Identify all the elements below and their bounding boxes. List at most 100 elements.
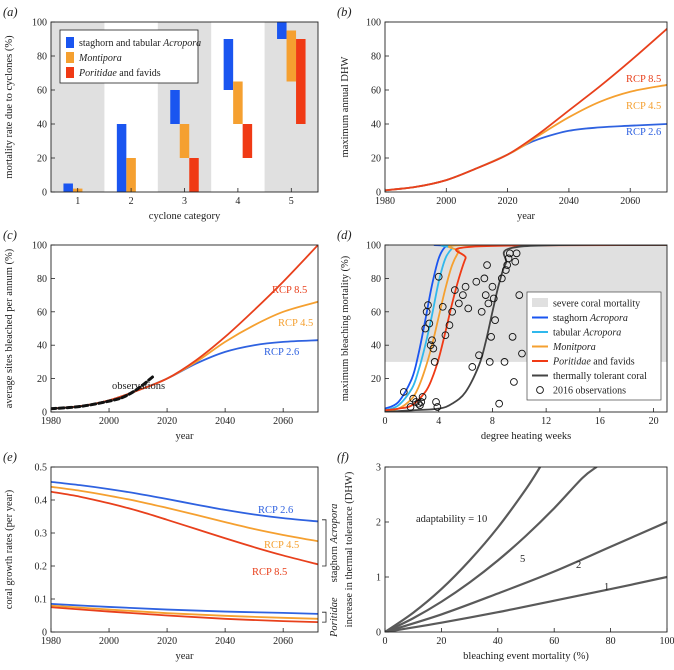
legend-label: Montipora: [78, 53, 122, 64]
x-tick-label: 12: [541, 416, 551, 427]
bar-1-5: [277, 22, 287, 39]
x-tick-label: 20: [649, 416, 659, 427]
series-label-1: adaptability = 10: [416, 514, 487, 525]
x-tick-label: 2000: [99, 636, 119, 647]
observation-point: [450, 286, 459, 294]
x-tick-label: 2040: [215, 636, 235, 647]
legend-label: tabular Acropora: [553, 328, 621, 339]
group-label-part: staghorn: [329, 543, 340, 582]
y-tick-label: 0.5: [35, 463, 48, 474]
series-label-4: 1: [604, 582, 609, 593]
observation-point: [483, 261, 491, 269]
plot-frame-c: [50, 244, 319, 413]
observation-point: [504, 254, 513, 263]
observation-point: [406, 403, 415, 411]
legend-label-part: tabular: [553, 328, 583, 339]
observation-point: [416, 401, 424, 410]
group-label: Poritidae: [329, 597, 340, 638]
series-line-1: [385, 467, 542, 632]
y-tick-label: 80: [371, 274, 381, 285]
series-line-1: [385, 245, 667, 410]
x-axis-label: bleaching event mortality (%): [463, 651, 589, 662]
series-line-4: [385, 575, 667, 632]
bar-1-1: [63, 183, 73, 192]
series-label-2: RCP 4.5: [278, 318, 313, 329]
y-tick-label: 40: [37, 341, 47, 352]
observation-point: [495, 399, 503, 408]
legend-swatch: [66, 37, 74, 48]
legend-label-part: and favids: [591, 357, 635, 368]
plot-frame-b: [384, 21, 668, 193]
panel-b: 1980 2000 2020 2040 2060020406080100(b)yearm…: [337, 5, 668, 222]
observation-point: [497, 274, 506, 283]
legend-label: severe coral mortality: [553, 299, 640, 310]
x-tick-label: 2040: [215, 416, 235, 427]
legend-label: Poritidae and favids: [78, 68, 161, 79]
panel-e: 1980 2000 2020 2040 2060 0 0.1 0.2 0.3 0.4 0.5 (e) y…: [3, 450, 340, 662]
y-tick-label: 60: [371, 307, 381, 318]
panel-label: (c): [3, 228, 17, 242]
observation-point: [432, 398, 440, 406]
legend-swatch-marker: [536, 386, 544, 394]
y-tick-label: 0: [376, 188, 381, 199]
observation-point: [515, 291, 524, 299]
x-tick-label: 1980: [41, 636, 61, 647]
observation-point: [399, 388, 408, 396]
y-tick-label: 0.2: [35, 562, 48, 573]
y-axis-label: coral growth rates (per year): [4, 489, 15, 609]
panel-c: 1980 2000 2020 2040 2060020406080100(c)yeara…: [3, 228, 319, 442]
x-axis-label: cyclone category: [149, 211, 221, 222]
y-tick-label: 80: [371, 52, 381, 63]
x-tick-label: 1980: [41, 416, 61, 427]
observation-point: [428, 336, 436, 345]
series-label-3: 2: [576, 560, 581, 571]
y-tick-label: 100: [366, 18, 381, 29]
series-line-3: [385, 520, 667, 632]
y-tick-label: 80: [37, 52, 47, 63]
y-tick-label: 100: [32, 241, 47, 252]
x-tick-label: 2020: [157, 636, 177, 647]
observation-point: [430, 358, 439, 366]
observation-point: [472, 277, 481, 286]
legend-label-part: staghorn: [553, 313, 590, 324]
y-tick-label: 2: [376, 518, 381, 529]
series-line-5: [51, 604, 318, 620]
panel-label: (b): [337, 5, 352, 19]
x-tick-label: 0: [383, 636, 388, 647]
x-tick-label: 40: [493, 636, 503, 647]
x-tick-label: 20: [436, 636, 446, 647]
group-label-part: Poritidae: [329, 597, 340, 638]
legend-label: staghorn Acropora: [553, 313, 628, 324]
legend-label: Poritidae and favids: [552, 357, 635, 368]
legend-swatch: [66, 67, 74, 78]
group-bracket: [322, 519, 327, 567]
observation-point: [511, 257, 520, 266]
legend-swatch-shade: [532, 298, 548, 307]
series-label-1: RCP 2.6: [264, 347, 299, 358]
series-lines-d: [385, 245, 667, 412]
bar-2-4: [233, 81, 243, 124]
observation-point: [481, 291, 490, 299]
y-tick-label: 20: [37, 154, 47, 165]
x-axis-label: year: [175, 651, 194, 662]
x-tick-label: 80: [606, 636, 616, 647]
y-tick-label: 20: [371, 374, 381, 385]
y-tick-label: 0.1: [35, 595, 48, 606]
legend-a: staghorn and tabular Acropora Montipora Po…: [59, 29, 201, 84]
y-tick-label: 0.3: [35, 529, 48, 540]
series-line-2: [385, 467, 598, 632]
observation-point: [510, 378, 518, 386]
observation-point: [417, 398, 426, 406]
observation-point: [485, 358, 494, 366]
bar-3-3: [189, 158, 199, 192]
observation-point: [508, 333, 517, 341]
series-line-1: [385, 123, 667, 192]
bar-3-4: [242, 124, 253, 158]
x-tick-label: 5: [289, 196, 294, 207]
legend-label-part: and favids: [117, 68, 161, 79]
series-label-3: RCP 8.5: [252, 567, 287, 578]
legend-label-part: thermally tolerant coral: [553, 371, 647, 382]
observation-point: [455, 299, 463, 308]
panel-a: 1 2 3 4 5 0 20 40 60 80 100 (a) cyclone category mort…: [3, 5, 319, 222]
